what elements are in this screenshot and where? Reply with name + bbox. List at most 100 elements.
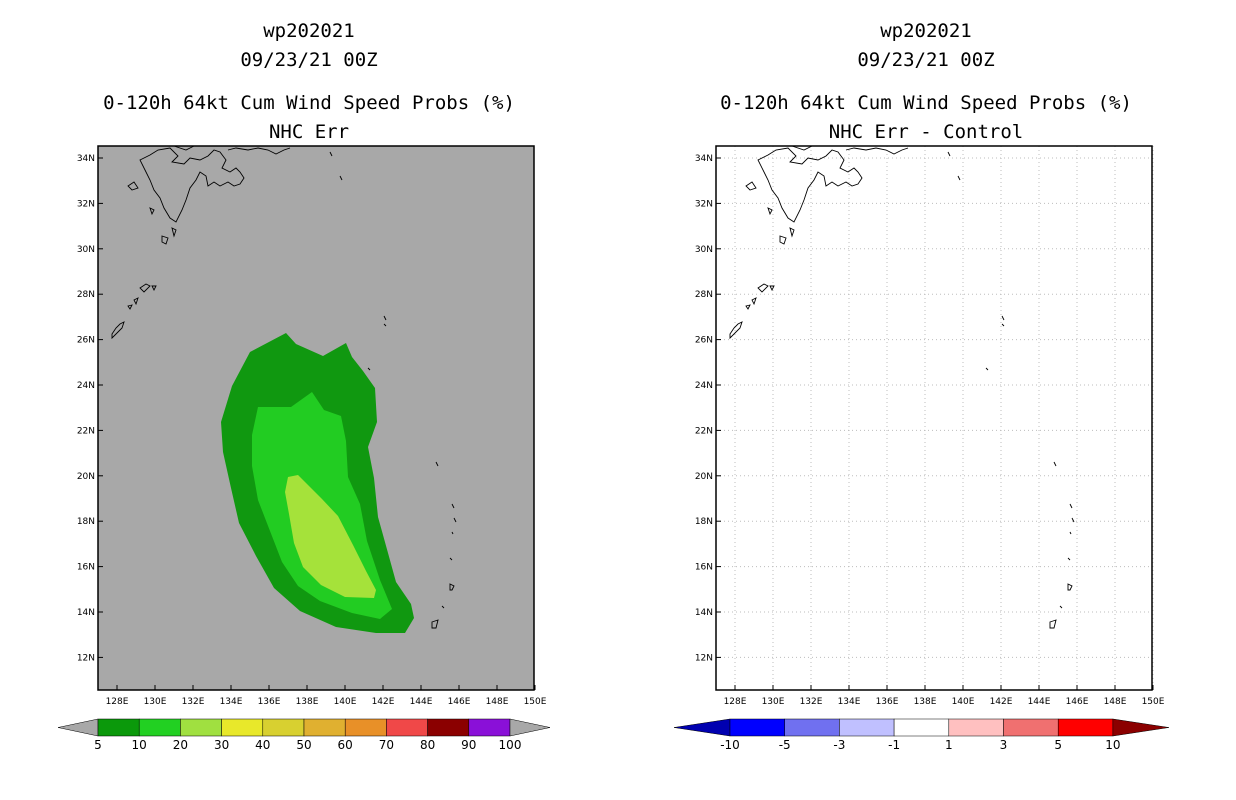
experiment-title: NHC Err <box>268 121 350 143</box>
map-frame <box>97 145 535 691</box>
right-panel: wp202021 09/23/21 00Z 0-120h 64kt Cum Wi… <box>618 0 1236 800</box>
colorbar-box <box>97 718 140 737</box>
colorbar-box <box>221 718 264 737</box>
colorbar-box <box>893 718 950 737</box>
lat-tick-label: 26N <box>695 336 713 346</box>
right-map-figure: 34N 32N 30N 28N 26N 24N 22N 20N 18N 16N 14N 12N 128… <box>673 145 1169 752</box>
colorbar-label: 3 <box>1000 738 1008 752</box>
lat-tick-label: 16N <box>695 563 713 573</box>
colorbar-box <box>262 718 305 737</box>
lat-tick-label: 32N <box>695 199 713 209</box>
colorbar-label: 60 <box>338 738 353 752</box>
lat-tick-label: 20N <box>77 472 95 482</box>
lat-tick-label: 16N <box>77 563 95 573</box>
lon-tick-label: 130E <box>144 697 167 707</box>
left-map-figure: 34N 32N 30N 28N 26N 24N 22N 20N 18N 16N 14N 12N 128… <box>57 145 551 752</box>
lon-tick-label: 132E <box>182 697 205 707</box>
colorbar-box <box>386 718 428 737</box>
longitude-ticks: 128E 130E 132E 134E 136E 138E 140E 142E 144E 146E… <box>106 685 547 707</box>
colorbar-label: 100 <box>499 738 522 752</box>
colorbar-low-triangle <box>57 718 99 737</box>
lat-tick-label: 20N <box>695 472 713 482</box>
coastlines <box>729 145 1075 629</box>
colorbar-label: 10 <box>1105 738 1120 752</box>
lat-tick-label: 18N <box>695 517 713 527</box>
colorbar-difference: -10 -5 -3 -1 1 3 5 10 <box>673 718 1169 752</box>
lon-tick-label: 138E <box>296 697 319 707</box>
colorbar-label: 70 <box>379 738 394 752</box>
product-title: 0-120h 64kt Cum Wind Speed Probs (%) <box>720 92 1132 114</box>
lon-tick-label: 130E <box>762 697 785 707</box>
lat-tick-label: 22N <box>695 426 713 436</box>
colorbar-label: 10 <box>132 738 147 752</box>
colorbar-probability: 5 10 20 30 40 50 60 70 80 90 100 <box>57 718 551 752</box>
colorbar-low-triangle <box>673 718 731 737</box>
map-frame <box>715 145 1153 691</box>
lat-tick-label: 18N <box>77 517 95 527</box>
colorbar-box <box>138 718 181 737</box>
lat-tick-label: 24N <box>77 381 95 391</box>
lat-tick-label: 24N <box>695 381 713 391</box>
lon-tick-label: 140E <box>952 697 975 707</box>
lon-tick-label: 148E <box>1104 697 1127 707</box>
lat-tick-label: 32N <box>77 199 95 209</box>
lat-tick-label: 22N <box>77 426 95 436</box>
product-title: 0-120h 64kt Cum Wind Speed Probs (%) <box>103 92 515 114</box>
colorbar-box <box>344 718 387 737</box>
lat-tick-label: 30N <box>695 245 713 255</box>
lon-tick-label: 142E <box>990 697 1013 707</box>
lon-tick-label: 136E <box>258 697 281 707</box>
colorbar-label: -10 <box>720 738 740 752</box>
colorbar-label: 90 <box>461 738 476 752</box>
colorbar-box <box>729 718 785 737</box>
colorbar-label: -3 <box>833 738 845 752</box>
date-title: 09/23/21 00Z <box>857 49 995 71</box>
colorbar-box <box>1003 718 1059 737</box>
colorbar-high-triangle <box>1112 718 1169 737</box>
lat-tick-label: 14N <box>695 608 713 618</box>
colorbar-high-triangle <box>509 718 551 737</box>
lon-tick-label: 140E <box>334 697 357 707</box>
colorbar-label: -5 <box>779 738 791 752</box>
lon-tick-label: 146E <box>1066 697 1089 707</box>
lon-tick-label: 128E <box>724 697 747 707</box>
left-panel: wp202021 09/23/21 00Z 0-120h 64kt Cum Wi… <box>57 20 551 752</box>
lat-tick-label: 28N <box>695 290 713 300</box>
colorbar-box <box>1057 718 1114 737</box>
colorbar-box <box>839 718 895 737</box>
lon-tick-label: 148E <box>486 697 509 707</box>
lon-tick-label: 144E <box>1028 697 1051 707</box>
lon-tick-label: 146E <box>448 697 471 707</box>
lat-tick-label: 12N <box>77 653 95 663</box>
experiment-title: NHC Err - Control <box>828 121 1024 143</box>
colorbar-label: 20 <box>173 738 188 752</box>
colorbar-box <box>180 718 222 737</box>
contour-20-percent <box>285 475 376 598</box>
date-title: 09/23/21 00Z <box>240 49 378 71</box>
colorbar-label: 5 <box>94 738 102 752</box>
lat-tick-label: 14N <box>77 608 95 618</box>
colorbar-box <box>303 718 346 737</box>
lat-tick-label: 28N <box>77 290 95 300</box>
lat-tick-label: 30N <box>77 245 95 255</box>
graticule-grid <box>716 146 1154 690</box>
lon-tick-label: 144E <box>410 697 433 707</box>
colorbar-label: 80 <box>420 738 435 752</box>
lon-tick-label: 142E <box>372 697 395 707</box>
lon-tick-label: 136E <box>876 697 899 707</box>
colorbar-label: 30 <box>214 738 229 752</box>
latitude-ticks: 34N 32N 30N 28N 26N 24N 22N 20N 18N 16N 14N 12N <box>695 154 721 663</box>
colorbar-label: 40 <box>255 738 270 752</box>
coastlines <box>111 145 457 629</box>
right-map: 34N 32N 30N 28N 26N 24N 22N 20N 18N 16N 14N 12N 128… <box>695 145 1165 707</box>
lat-tick-label: 34N <box>695 154 713 164</box>
lon-tick-label: 128E <box>106 697 129 707</box>
lon-tick-label: 134E <box>838 697 861 707</box>
lon-tick-label: 134E <box>220 697 243 707</box>
lon-tick-label: 150E <box>1142 697 1165 707</box>
colorbar-box <box>427 718 470 737</box>
map-background <box>716 146 1152 690</box>
latitude-ticks: 34N 32N 30N 28N 26N 24N 22N 20N 18N 16N 14N 12N <box>77 154 103 663</box>
lat-tick-label: 12N <box>695 653 713 663</box>
left-map: 34N 32N 30N 28N 26N 24N 22N 20N 18N 16N 14N 12N 128… <box>77 145 547 707</box>
